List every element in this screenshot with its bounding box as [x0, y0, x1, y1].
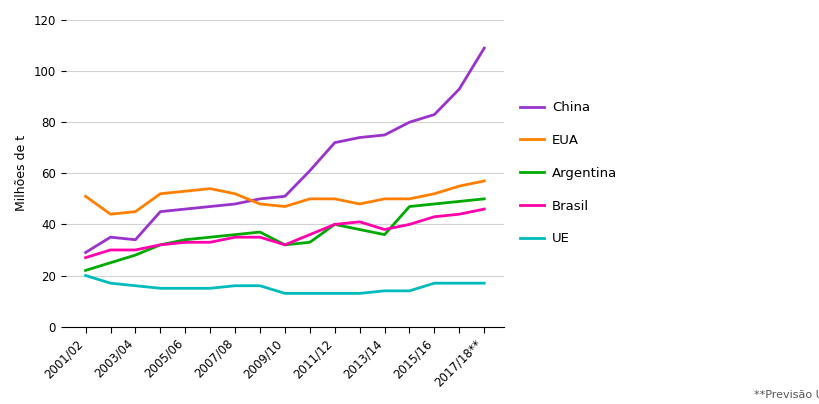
EUA	[230, 191, 240, 196]
UE	[80, 273, 90, 278]
Brasil	[130, 248, 140, 252]
EUA	[379, 196, 389, 201]
Argentina	[279, 242, 289, 247]
Argentina	[329, 222, 339, 227]
Argentina	[106, 260, 115, 265]
Brasil	[255, 235, 265, 240]
China	[479, 46, 489, 50]
Argentina	[156, 242, 165, 247]
Argentina	[305, 240, 314, 245]
EUA	[454, 184, 464, 189]
China	[205, 204, 215, 209]
Argentina	[205, 235, 215, 240]
Brasil	[479, 207, 489, 212]
EUA	[205, 186, 215, 191]
Brasil	[205, 240, 215, 245]
Line: EUA: EUA	[85, 181, 484, 214]
UE	[429, 281, 439, 286]
UE	[279, 291, 289, 296]
UE	[404, 288, 414, 293]
Brasil	[404, 222, 414, 227]
Brasil	[329, 222, 339, 227]
China	[180, 207, 190, 212]
China	[130, 237, 140, 242]
Argentina	[404, 204, 414, 209]
Line: UE: UE	[85, 276, 484, 293]
UE	[255, 283, 265, 288]
Argentina	[479, 196, 489, 201]
Argentina	[379, 232, 389, 237]
EUA	[80, 194, 90, 199]
Line: Argentina: Argentina	[85, 199, 484, 270]
EUA	[156, 191, 165, 196]
Argentina	[355, 227, 364, 232]
UE	[230, 283, 240, 288]
UE	[379, 288, 389, 293]
China	[379, 133, 389, 137]
EUA	[404, 196, 414, 201]
UE	[479, 281, 489, 286]
Y-axis label: Milhões de t: Milhões de t	[15, 135, 28, 211]
China	[305, 168, 314, 173]
Brasil	[429, 214, 439, 219]
China	[329, 140, 339, 145]
UE	[180, 286, 190, 291]
UE	[106, 281, 115, 286]
China	[429, 112, 439, 117]
EUA	[180, 189, 190, 194]
Text: **Previsão USDA: **Previsão USDA	[753, 390, 819, 400]
China	[279, 194, 289, 199]
Argentina	[454, 199, 464, 204]
Argentina	[255, 229, 265, 234]
Argentina	[130, 252, 140, 257]
EUA	[279, 204, 289, 209]
Line: China: China	[85, 48, 484, 252]
EUA	[305, 196, 314, 201]
Argentina	[180, 237, 190, 242]
EUA	[255, 202, 265, 206]
UE	[130, 283, 140, 288]
Brasil	[355, 219, 364, 224]
UE	[205, 286, 215, 291]
UE	[355, 291, 364, 296]
China	[404, 120, 414, 124]
Brasil	[106, 248, 115, 252]
EUA	[355, 202, 364, 206]
Brasil	[305, 232, 314, 237]
Argentina	[230, 232, 240, 237]
Brasil	[279, 242, 289, 247]
Brasil	[80, 255, 90, 260]
UE	[454, 281, 464, 286]
EUA	[106, 212, 115, 217]
Brasil	[454, 212, 464, 217]
Argentina	[429, 202, 439, 206]
EUA	[479, 179, 489, 183]
Brasil	[156, 242, 165, 247]
China	[156, 209, 165, 214]
Legend: China, EUA, Argentina, Brasil, UE: China, EUA, Argentina, Brasil, UE	[514, 96, 622, 250]
EUA	[329, 196, 339, 201]
China	[80, 250, 90, 255]
UE	[305, 291, 314, 296]
China	[454, 86, 464, 91]
China	[255, 196, 265, 201]
Brasil	[230, 235, 240, 240]
Line: Brasil: Brasil	[85, 209, 484, 258]
EUA	[429, 191, 439, 196]
EUA	[130, 209, 140, 214]
Argentina	[80, 268, 90, 273]
UE	[329, 291, 339, 296]
Brasil	[180, 240, 190, 245]
China	[355, 135, 364, 140]
UE	[156, 286, 165, 291]
China	[230, 202, 240, 206]
China	[106, 235, 115, 240]
Brasil	[379, 227, 389, 232]
